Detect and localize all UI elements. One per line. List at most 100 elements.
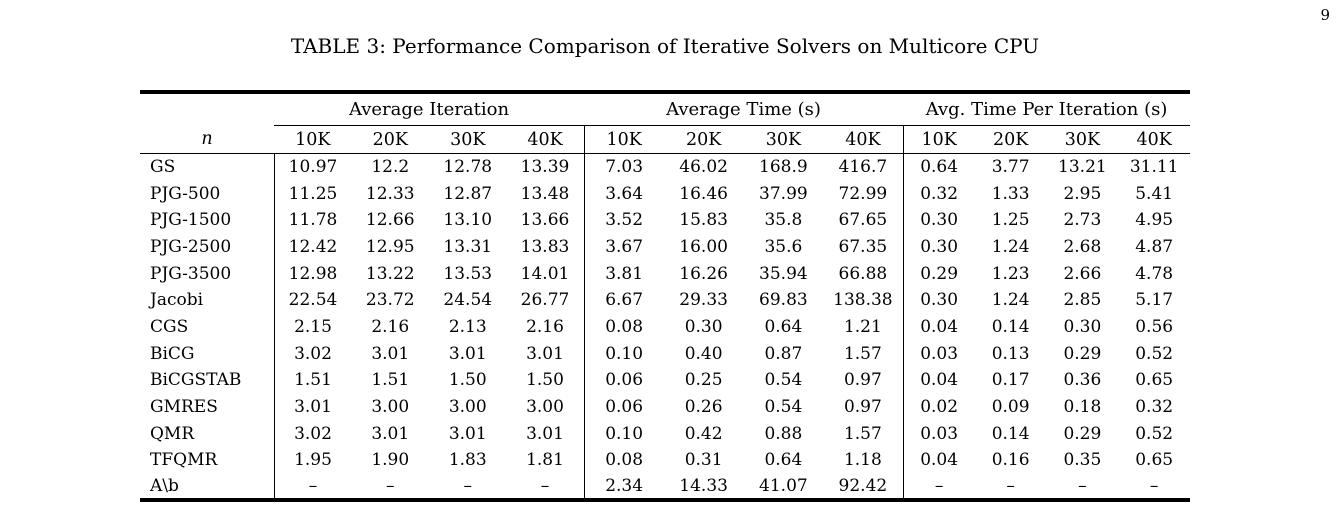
cell-time: 3.81 [583, 260, 664, 287]
cell-time: 0.08 [583, 313, 664, 341]
cell-time: 0.64 [764, 450, 803, 471]
subheader-row: n 10K 20K 30K 40K 10K 20K 30K 40K 10K 20… [140, 125, 1191, 154]
cell-time: 0.97 [843, 370, 882, 391]
cell-iter: 24.54 [443, 290, 493, 311]
row-label: PJG-3500 [150, 263, 232, 284]
cell-iter: 3.00 [371, 397, 410, 418]
cell-iter: 13.66 [520, 210, 570, 231]
col-header: 20K [974, 125, 1047, 154]
row-label: Jacobi [150, 290, 204, 311]
cell-tpi: 0.30 [902, 233, 975, 261]
cell-iter: 11.25 [273, 180, 352, 207]
cell-tpi: 2.73 [1063, 210, 1102, 231]
cell-iter: 12.66 [365, 210, 415, 231]
col-header: 10K [583, 125, 664, 154]
table-row: GMRES 3.01 3.00 3.00 3.00 0.06 0.26 0.54 0.97 0.0… [140, 393, 1190, 421]
cell-time: 0.25 [684, 370, 723, 391]
group-header-avg-time-per-iteration: Avg. Time Per Iteration (s) [903, 92, 1191, 126]
cell-time: 7.03 [583, 153, 664, 181]
cell-iter: 1.81 [526, 450, 564, 471]
cell-time: 0.06 [583, 393, 664, 421]
cell-iter: 2.16 [526, 316, 564, 337]
table-row: PJG-500 11.25 12.33 12.87 13.48 3.64 16.46 37.9… [140, 180, 1190, 207]
cell-time: 46.02 [679, 157, 728, 178]
cell-tpi: 0.14 [991, 316, 1030, 337]
cell-tpi: 1.24 [991, 290, 1030, 311]
cell-iter: 3.01 [526, 343, 564, 364]
row-label: PJG-500 [150, 183, 221, 204]
cell-iter: – [273, 473, 352, 501]
cell-time: 15.83 [679, 210, 728, 231]
cell-tpi: 0.35 [1063, 450, 1102, 471]
cell-iter: 10.97 [273, 153, 352, 181]
cell-time: 1.57 [843, 343, 882, 364]
row-label: PJG-2500 [150, 236, 232, 257]
cell-time: 168.9 [759, 157, 808, 178]
cell-time: 0.64 [764, 316, 803, 337]
cell-iter: 12.98 [273, 260, 352, 287]
cell-time: 69.83 [759, 290, 808, 311]
group-header-average-iteration: Average Iteration [274, 92, 585, 126]
table-caption: TABLE 3: Performance Comparison of Itera… [290, 34, 1040, 58]
cell-time: 0.54 [764, 397, 803, 418]
cell-time: 1.18 [843, 450, 882, 471]
cell-tpi: 13.21 [1058, 157, 1107, 178]
corner-cell [140, 92, 274, 126]
cell-iter: 13.83 [520, 236, 570, 257]
cell-time: 35.8 [764, 210, 803, 231]
cell-iter: – [540, 476, 550, 497]
cell-iter: 3.01 [371, 423, 410, 444]
cell-tpi: 0.32 [902, 180, 975, 207]
cell-tpi: 2.66 [1063, 263, 1102, 284]
cell-tpi: 1.25 [991, 210, 1030, 231]
cell-iter: 12.78 [443, 157, 493, 178]
cell-iter: 2.16 [371, 316, 410, 337]
cell-tpi: 0.32 [1135, 397, 1174, 418]
cell-time: 0.87 [764, 343, 803, 364]
cell-tpi: 0.04 [902, 447, 975, 474]
cell-iter: 3.02 [273, 340, 352, 367]
cell-iter: 1.90 [371, 450, 410, 471]
col-header: 30K [429, 125, 507, 154]
cell-time: 67.65 [838, 210, 888, 231]
cell-iter: 3.01 [526, 423, 564, 444]
cell-tpi: – [1006, 476, 1015, 497]
cell-tpi: 0.13 [991, 343, 1030, 364]
cell-time: 0.97 [843, 397, 882, 418]
cell-iter: 2.13 [448, 316, 487, 337]
cell-iter: 3.02 [273, 420, 352, 448]
cell-iter: 23.72 [365, 290, 415, 311]
row-label: QMR [150, 423, 195, 444]
cell-iter: 3.01 [273, 393, 352, 421]
cell-iter: 13.22 [365, 263, 415, 284]
cell-time: 16.26 [679, 263, 728, 284]
table-row: GS 10.97 12.2 12.78 13.39 7.03 46.02 168.9 416.7… [140, 153, 1190, 181]
cell-tpi: 0.03 [902, 340, 975, 367]
cell-tpi: 0.14 [991, 423, 1030, 444]
cell-time: 0.30 [684, 316, 723, 337]
cell-time: 2.34 [583, 473, 664, 501]
cell-time: 0.10 [583, 340, 664, 367]
cell-time: 16.46 [679, 183, 728, 204]
cell-tpi: 0.52 [1135, 343, 1174, 364]
cell-tpi: 1.33 [991, 183, 1030, 204]
cell-time: 72.99 [838, 183, 888, 204]
cell-tpi: 3.77 [991, 157, 1030, 178]
cell-time: 37.99 [759, 183, 808, 204]
cell-iter: 1.50 [448, 370, 487, 391]
cell-iter: 1.50 [526, 370, 564, 391]
cell-tpi: 31.11 [1129, 157, 1179, 178]
cell-tpi: 0.65 [1135, 450, 1174, 471]
cell-tpi: 0.16 [991, 450, 1030, 471]
cell-tpi: 0.29 [1063, 343, 1102, 364]
cell-iter: 1.51 [371, 370, 410, 391]
cell-time: 92.42 [838, 476, 888, 497]
cell-time: 67.35 [838, 236, 888, 257]
col-header: 40K [1118, 125, 1191, 154]
cell-tpi: 5.17 [1135, 290, 1174, 311]
cell-tpi: 0.29 [1063, 423, 1102, 444]
cell-tpi: 0.02 [902, 393, 975, 421]
cell-iter: 12.42 [273, 233, 352, 261]
row-label: GS [150, 157, 176, 178]
cell-tpi: 4.87 [1135, 236, 1174, 257]
